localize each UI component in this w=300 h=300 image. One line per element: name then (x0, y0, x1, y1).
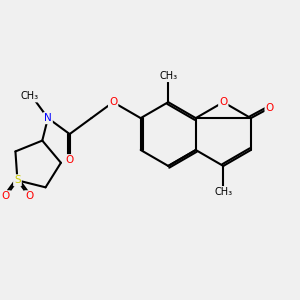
Text: O: O (2, 191, 10, 201)
Text: CH₃: CH₃ (214, 187, 232, 197)
Text: N: N (44, 113, 52, 123)
Text: CH₃: CH₃ (159, 71, 177, 81)
Text: O: O (266, 103, 274, 113)
Text: O: O (219, 97, 227, 107)
Text: O: O (25, 191, 33, 201)
Text: O: O (109, 97, 117, 107)
Text: S: S (14, 175, 21, 185)
Text: O: O (65, 155, 74, 165)
Text: CH₃: CH₃ (20, 92, 38, 101)
